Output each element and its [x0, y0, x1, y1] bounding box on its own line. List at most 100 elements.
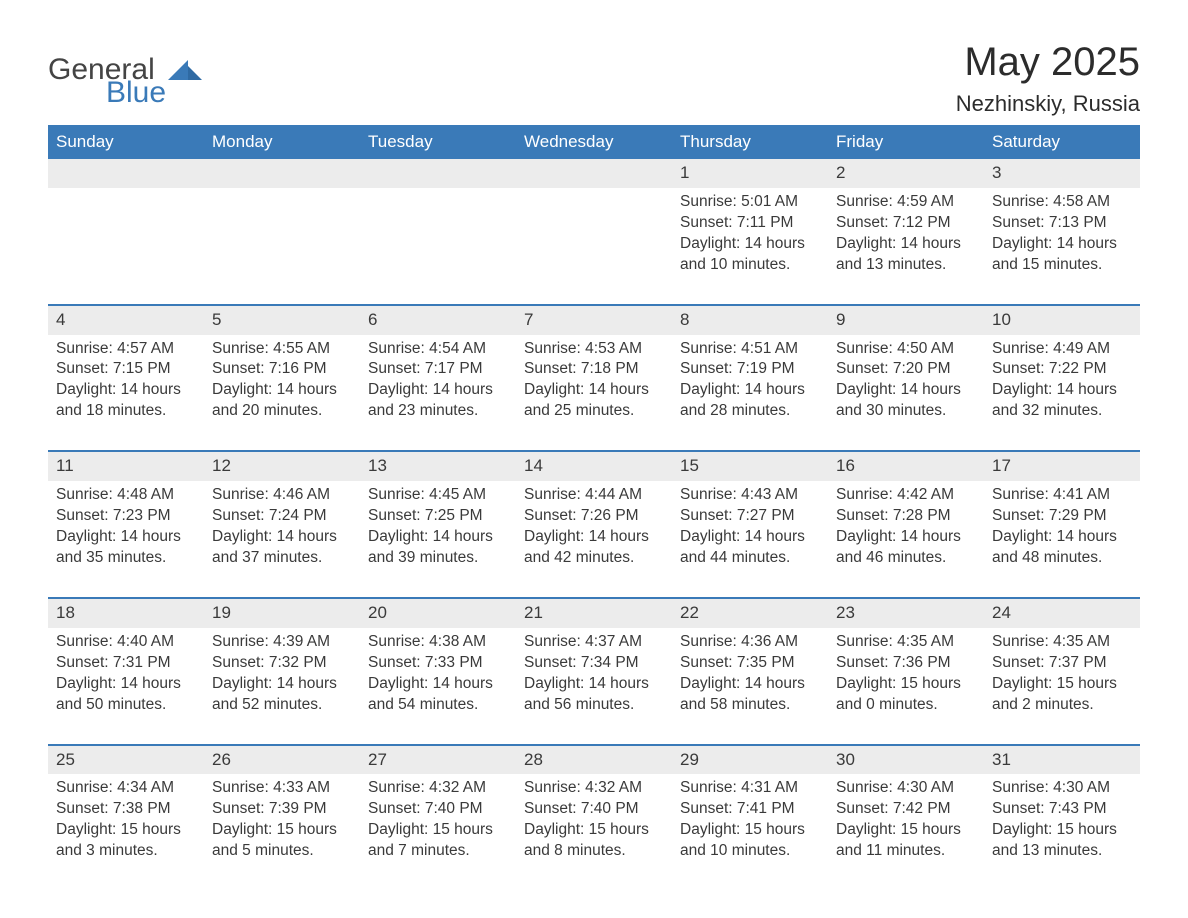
- calendar-day: [516, 159, 672, 286]
- calendar-day: [204, 159, 360, 286]
- calendar-day: [48, 159, 204, 286]
- sunrise-line: Sunrise: 4:30 AM: [992, 778, 1134, 799]
- calendar-day: 29Sunrise: 4:31 AMSunset: 7:41 PMDayligh…: [672, 746, 828, 873]
- calendar-day: 3 Sunrise: 4:58 AMSunset: 7:13 PMDaylight…: [984, 159, 1140, 286]
- sunrise-line: Sunrise: 4:44 AM: [524, 485, 666, 506]
- day-number: 28: [516, 746, 672, 775]
- sunset-line: Sunset: 7:38 PM: [56, 799, 198, 820]
- day-number: [516, 159, 672, 188]
- sunrise-line: Sunrise: 4:33 AM: [212, 778, 354, 799]
- day-number: 17: [984, 452, 1140, 481]
- daylight-line: Daylight: 14 hours and 46 minutes.: [836, 527, 978, 569]
- sunset-line: Sunset: 7:43 PM: [992, 799, 1134, 820]
- calendar-week: 18Sunrise: 4:40 AMSunset: 7:31 PMDayligh…: [48, 597, 1140, 726]
- sunset-line: Sunset: 7:13 PM: [992, 213, 1134, 234]
- day-number: 12: [204, 452, 360, 481]
- calendar-day: 16Sunrise: 4:42 AMSunset: 7:28 PMDayligh…: [828, 452, 984, 579]
- calendar-day: 24Sunrise: 4:35 AMSunset: 7:37 PMDayligh…: [984, 599, 1140, 726]
- sunset-line: Sunset: 7:42 PM: [836, 799, 978, 820]
- dow-cell: Thursday: [672, 125, 828, 159]
- day-number: 31: [984, 746, 1140, 775]
- sunset-line: Sunset: 7:20 PM: [836, 359, 978, 380]
- sunrise-line: Sunrise: 4:46 AM: [212, 485, 354, 506]
- daylight-line: Daylight: 14 hours and 10 minutes.: [680, 234, 822, 276]
- daylight-line: Daylight: 14 hours and 15 minutes.: [992, 234, 1134, 276]
- daylight-line: Daylight: 15 hours and 3 minutes.: [56, 820, 198, 862]
- day-number: 1: [672, 159, 828, 188]
- calendar-week: 11Sunrise: 4:48 AMSunset: 7:23 PMDayligh…: [48, 450, 1140, 579]
- calendar-day: 4Sunrise: 4:57 AMSunset: 7:15 PMDaylight…: [48, 306, 204, 433]
- daylight-line: Daylight: 14 hours and 23 minutes.: [368, 380, 510, 422]
- sunrise-line: Sunrise: 4:39 AM: [212, 632, 354, 653]
- day-number: 27: [360, 746, 516, 775]
- calendar-day: 22Sunrise: 4:36 AMSunset: 7:35 PMDayligh…: [672, 599, 828, 726]
- day-number: 8: [672, 306, 828, 335]
- day-number: 19: [204, 599, 360, 628]
- calendar-week: 25Sunrise: 4:34 AMSunset: 7:38 PMDayligh…: [48, 744, 1140, 873]
- daylight-line: Daylight: 14 hours and 54 minutes.: [368, 674, 510, 716]
- daylight-line: Daylight: 15 hours and 5 minutes.: [212, 820, 354, 862]
- sunset-line: Sunset: 7:19 PM: [680, 359, 822, 380]
- sunset-line: Sunset: 7:23 PM: [56, 506, 198, 527]
- day-number: [48, 159, 204, 188]
- day-number: 4: [48, 306, 204, 335]
- day-number: 18: [48, 599, 204, 628]
- calendar-day: 8Sunrise: 4:51 AMSunset: 7:19 PMDaylight…: [672, 306, 828, 433]
- sunset-line: Sunset: 7:40 PM: [524, 799, 666, 820]
- sunset-line: Sunset: 7:29 PM: [992, 506, 1134, 527]
- day-number: 14: [516, 452, 672, 481]
- sunset-line: Sunset: 7:27 PM: [680, 506, 822, 527]
- calendar-day: 6Sunrise: 4:54 AMSunset: 7:17 PMDaylight…: [360, 306, 516, 433]
- sunset-line: Sunset: 7:22 PM: [992, 359, 1134, 380]
- day-number: 21: [516, 599, 672, 628]
- sunrise-line: Sunrise: 4:45 AM: [368, 485, 510, 506]
- logo-mark-icon: [168, 56, 202, 84]
- daylight-line: Daylight: 14 hours and 44 minutes.: [680, 527, 822, 569]
- daylight-line: Daylight: 14 hours and 48 minutes.: [992, 527, 1134, 569]
- day-number: [360, 159, 516, 188]
- daylight-line: Daylight: 14 hours and 56 minutes.: [524, 674, 666, 716]
- sunset-line: Sunset: 7:34 PM: [524, 653, 666, 674]
- day-number: 3: [984, 159, 1140, 188]
- sunrise-line: Sunrise: 4:54 AM: [368, 339, 510, 360]
- calendar-day: 20Sunrise: 4:38 AMSunset: 7:33 PMDayligh…: [360, 599, 516, 726]
- sunrise-line: Sunrise: 4:37 AM: [524, 632, 666, 653]
- sunrise-line: Sunrise: 4:31 AM: [680, 778, 822, 799]
- sunrise-line: Sunrise: 4:35 AM: [992, 632, 1134, 653]
- day-number: 25: [48, 746, 204, 775]
- day-number: 11: [48, 452, 204, 481]
- calendar-day: 10Sunrise: 4:49 AMSunset: 7:22 PMDayligh…: [984, 306, 1140, 433]
- sunrise-line: Sunrise: 4:50 AM: [836, 339, 978, 360]
- daylight-line: Daylight: 14 hours and 32 minutes.: [992, 380, 1134, 422]
- calendar-day: 17Sunrise: 4:41 AMSunset: 7:29 PMDayligh…: [984, 452, 1140, 579]
- daylight-line: Daylight: 14 hours and 58 minutes.: [680, 674, 822, 716]
- daylight-line: Daylight: 14 hours and 50 minutes.: [56, 674, 198, 716]
- sunset-line: Sunset: 7:32 PM: [212, 653, 354, 674]
- sunset-line: Sunset: 7:24 PM: [212, 506, 354, 527]
- sunrise-line: Sunrise: 4:59 AM: [836, 192, 978, 213]
- calendar-day: 31Sunrise: 4:30 AMSunset: 7:43 PMDayligh…: [984, 746, 1140, 873]
- day-number: 15: [672, 452, 828, 481]
- day-number: 2: [828, 159, 984, 188]
- sunrise-line: Sunrise: 4:58 AM: [992, 192, 1134, 213]
- day-number: 24: [984, 599, 1140, 628]
- calendar-day: 18Sunrise: 4:40 AMSunset: 7:31 PMDayligh…: [48, 599, 204, 726]
- day-of-week-header: SundayMondayTuesdayWednesdayThursdayFrid…: [48, 125, 1140, 159]
- daylight-line: Daylight: 15 hours and 8 minutes.: [524, 820, 666, 862]
- calendar-day: 30Sunrise: 4:30 AMSunset: 7:42 PMDayligh…: [828, 746, 984, 873]
- daylight-line: Daylight: 14 hours and 13 minutes.: [836, 234, 978, 276]
- calendar-day: 13Sunrise: 4:45 AMSunset: 7:25 PMDayligh…: [360, 452, 516, 579]
- dow-cell: Saturday: [984, 125, 1140, 159]
- sunrise-line: Sunrise: 4:35 AM: [836, 632, 978, 653]
- sunset-line: Sunset: 7:18 PM: [524, 359, 666, 380]
- daylight-line: Daylight: 15 hours and 10 minutes.: [680, 820, 822, 862]
- daylight-line: Daylight: 14 hours and 25 minutes.: [524, 380, 666, 422]
- calendar-day: 11Sunrise: 4:48 AMSunset: 7:23 PMDayligh…: [48, 452, 204, 579]
- calendar-day: 19Sunrise: 4:39 AMSunset: 7:32 PMDayligh…: [204, 599, 360, 726]
- sunset-line: Sunset: 7:31 PM: [56, 653, 198, 674]
- day-number: 9: [828, 306, 984, 335]
- dow-cell: Sunday: [48, 125, 204, 159]
- sunrise-line: Sunrise: 4:32 AM: [524, 778, 666, 799]
- sunset-line: Sunset: 7:28 PM: [836, 506, 978, 527]
- day-number: [204, 159, 360, 188]
